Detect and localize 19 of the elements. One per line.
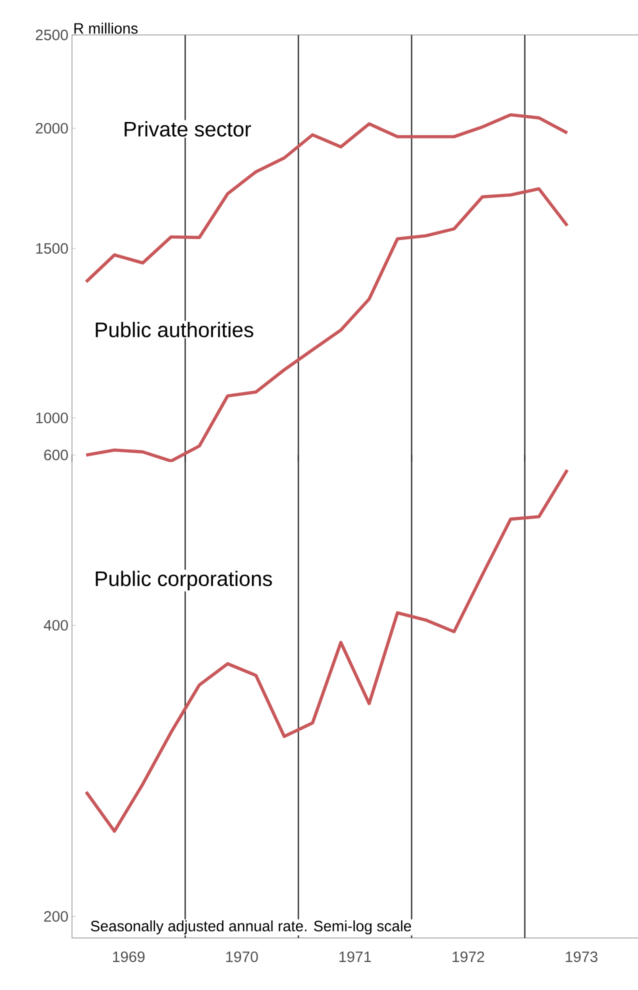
x-tick-label: 1972 <box>452 951 484 962</box>
text: Public corporations <box>96 570 272 590</box>
y-tick-label: 1000 <box>36 412 68 424</box>
line-series <box>84 468 569 833</box>
y-axis-title: R millions <box>74 22 138 34</box>
y-tick-label: 400 <box>44 620 68 631</box>
y-tick-label: 2500 <box>36 30 68 40</box>
annotation: Seasonally adjusted annual rate. Semi-log scale <box>90 920 411 934</box>
x-tick-label: 1971 <box>339 951 371 962</box>
x-tick-label: 1970 <box>226 951 258 962</box>
text: Public authorities <box>96 322 254 338</box>
x-tick-label: 1973 <box>566 951 598 962</box>
series-label: Private sector <box>124 121 251 137</box>
y-tick-label: 1500 <box>36 243 68 254</box>
y-tick-label: 2000 <box>36 122 68 134</box>
y-tick-label: 600 <box>44 450 68 460</box>
line-series <box>84 187 569 462</box>
y-tick-label: 200 <box>44 911 68 922</box>
x-tick-label: 1969 <box>112 951 144 962</box>
